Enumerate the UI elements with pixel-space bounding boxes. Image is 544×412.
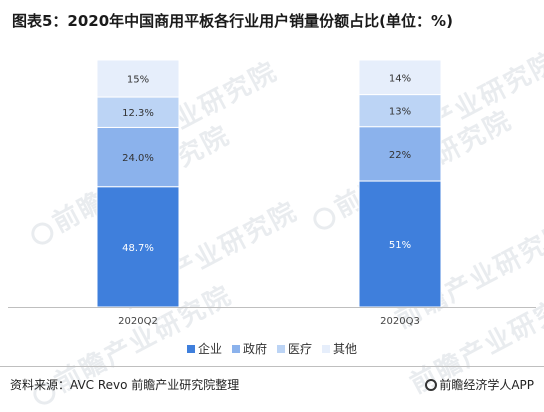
data-label: 14% [389, 73, 411, 84]
legend-item: 企业 [186, 340, 222, 357]
legend-label: 其他 [333, 342, 358, 356]
brand-logo-icon [425, 378, 438, 391]
data-label: 13% [389, 107, 411, 118]
data-label: 22% [389, 150, 411, 161]
legend-label: 政府 [242, 342, 267, 356]
legend-item: 医疗 [277, 340, 312, 357]
legend-swatch [231, 344, 240, 353]
x-tick-label: 2020Q2 [118, 316, 158, 327]
legend-swatch [277, 344, 285, 353]
legend-item: 政府 [231, 340, 267, 357]
data-label: 12.3% [122, 108, 154, 119]
bar-segment [96, 186, 180, 308]
chart-legend: 企业 政府 医疗 其他 [0, 340, 544, 357]
footer: 资料来源：AVC Revo 前瞻产业研究院整理 前瞻经济学人APP [0, 366, 544, 404]
stacked-bar-chart: 48.7% 24.0% 12.3% 15% 2020Q2 51% 22% 13% 14% 2020… [8, 59, 536, 327]
brand-label: 前瞻经济学人APP [425, 376, 534, 393]
legend-label: 医疗 [288, 342, 313, 356]
bar-segment [96, 59, 180, 98]
bar-segment [96, 126, 180, 188]
data-label: 24.0% [122, 153, 154, 164]
bar-segment [358, 59, 442, 96]
legend-label: 企业 [197, 342, 222, 356]
source-note: 资料来源：AVC Revo 前瞻产业研究院整理 [10, 378, 240, 392]
legend-item: 其他 [322, 340, 357, 357]
legend-swatch [186, 344, 195, 353]
brand-text: 前瞻经济学人APP [439, 378, 534, 392]
legend-swatch [322, 344, 331, 353]
data-label: 15% [127, 75, 149, 86]
bar-segment [96, 96, 180, 128]
bar-segment [358, 94, 442, 128]
chart-title: 图表5：2020年中国商用平板各行业用户销量份额占比(单位：%) [12, 12, 453, 30]
data-label: 48.7% [122, 243, 154, 254]
x-tick-label: 2020Q3 [380, 316, 420, 327]
bar-segment [358, 126, 442, 182]
data-label: 51% [389, 240, 411, 251]
